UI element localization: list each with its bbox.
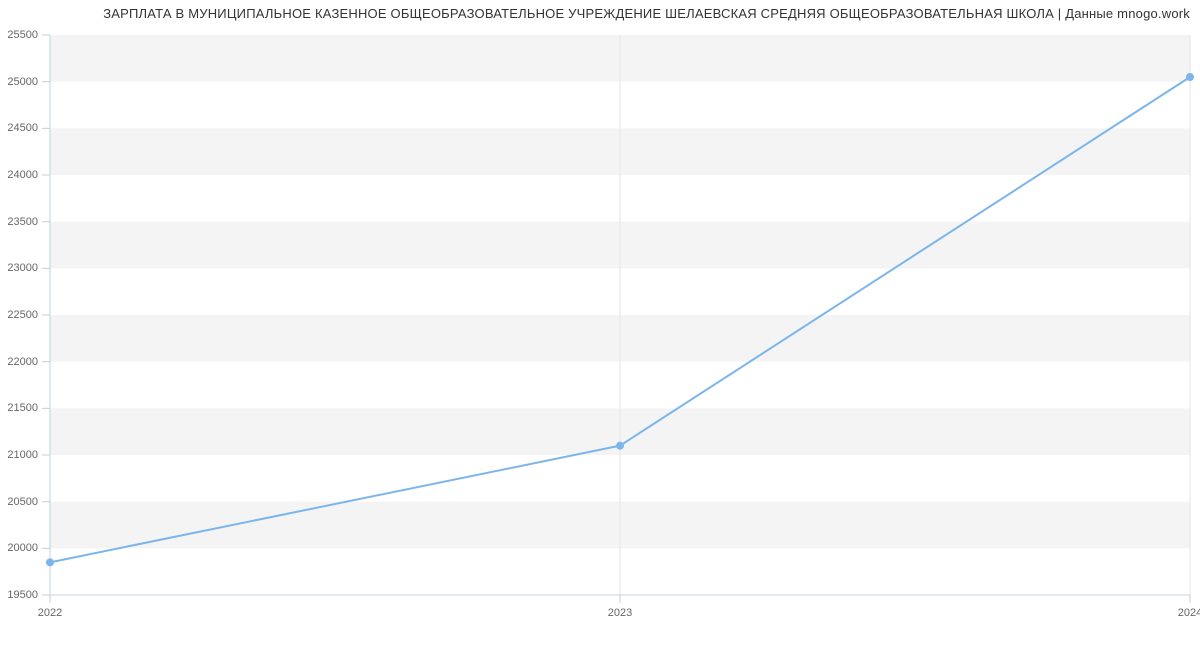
chart-title: ЗАРПЛАТА В МУНИЦИПАЛЬНОЕ КАЗЕННОЕ ОБЩЕОБ… <box>0 6 1190 21</box>
x-tick-label: 2023 <box>608 607 632 619</box>
chart-svg <box>0 0 1200 650</box>
y-tick-label: 20500 <box>0 496 38 508</box>
x-tick-label: 2024 <box>1178 607 1200 619</box>
y-tick-label: 22000 <box>0 356 38 368</box>
y-tick-label: 25000 <box>0 76 38 88</box>
x-tick-label: 2022 <box>38 607 62 619</box>
y-tick-label: 22500 <box>0 309 38 321</box>
y-tick-label: 19500 <box>0 589 38 601</box>
y-tick-label: 24000 <box>0 169 38 181</box>
y-tick-label: 25500 <box>0 29 38 41</box>
y-tick-label: 20000 <box>0 542 38 554</box>
chart-container: ЗАРПЛАТА В МУНИЦИПАЛЬНОЕ КАЗЕННОЕ ОБЩЕОБ… <box>0 0 1200 650</box>
y-tick-label: 21000 <box>0 449 38 461</box>
y-tick-label: 21500 <box>0 402 38 414</box>
y-tick-label: 24500 <box>0 122 38 134</box>
y-tick-label: 23000 <box>0 262 38 274</box>
y-tick-label: 23500 <box>0 216 38 228</box>
